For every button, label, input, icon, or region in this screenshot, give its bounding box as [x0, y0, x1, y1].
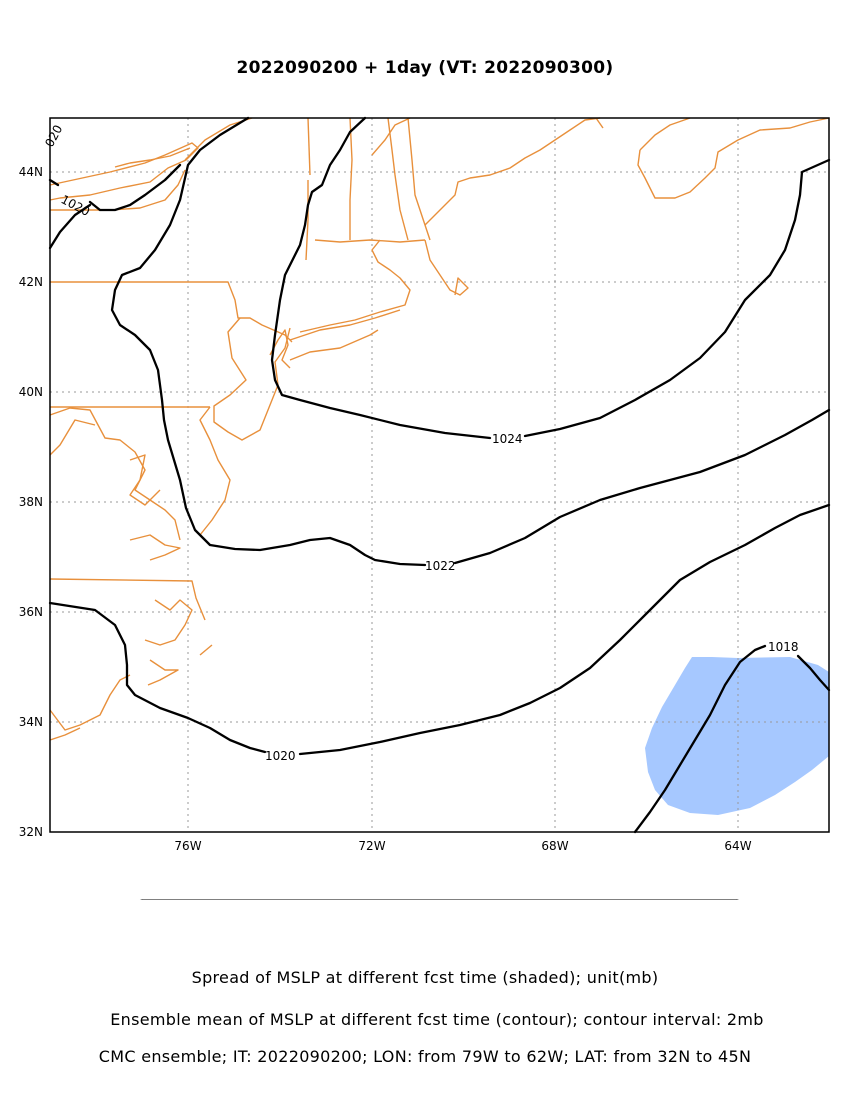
caption-source: CMC ensemble; IT: 2022090200; LON: from …	[98, 1047, 752, 1066]
contour-1024-east	[523, 158, 831, 438]
lat-tick-label: 40N	[19, 385, 43, 399]
lat-tick-label: 38N	[19, 495, 43, 509]
contour-1024	[270, 116, 492, 440]
contour-1018	[633, 644, 767, 834]
lat-tick-label: 42N	[19, 275, 43, 289]
lon-tick-label: 68W	[541, 839, 568, 853]
contour-label: 020	[42, 123, 65, 150]
axis-labels: 76W 72W 68W 64W 32N 34N 36N 38N 40N 42N …	[19, 165, 752, 853]
lat-tick-label: 34N	[19, 715, 43, 729]
lon-tick-label: 76W	[174, 839, 201, 853]
contour-1020-northwest	[48, 163, 182, 212]
lat-lon-grid	[50, 118, 829, 832]
contour-label: 1020	[265, 749, 296, 763]
lon-tick-label: 72W	[358, 839, 385, 853]
spread-shaded-region	[645, 657, 829, 815]
lat-tick-label: 44N	[19, 165, 43, 179]
contour-labels: 1020 1018 1024 1022 1020 020	[42, 123, 798, 763]
contour-label: 1024	[492, 432, 523, 446]
contour-1020-left-edge	[48, 203, 92, 250]
lat-tick-label: 32N	[19, 825, 43, 839]
caption-shading: Spread of MSLP at different fcst time (s…	[191, 968, 659, 987]
contour-1022	[110, 116, 427, 567]
mslp-contours	[48, 116, 831, 834]
contour-1020-south-east	[298, 503, 831, 756]
caption-contour: Ensemble mean of MSLP at different fcst …	[110, 1010, 764, 1029]
lon-tick-label: 64W	[724, 839, 751, 853]
pressure-map: 1020 1018 1024 1022 1020 020 76W 72W 68W…	[19, 116, 831, 900]
map-frame	[49, 117, 830, 833]
contour-label: 1018	[768, 640, 799, 654]
coastlines-and-borders	[49, 117, 830, 741]
lat-tick-label: 36N	[19, 605, 43, 619]
contour-label: 1022	[425, 559, 456, 573]
contour-1022-east	[453, 408, 831, 565]
map-title: 2022090200 + 1day (VT: 2022090300)	[236, 58, 614, 78]
contour-1018-east	[796, 654, 831, 692]
contour-1020-south	[48, 601, 267, 754]
